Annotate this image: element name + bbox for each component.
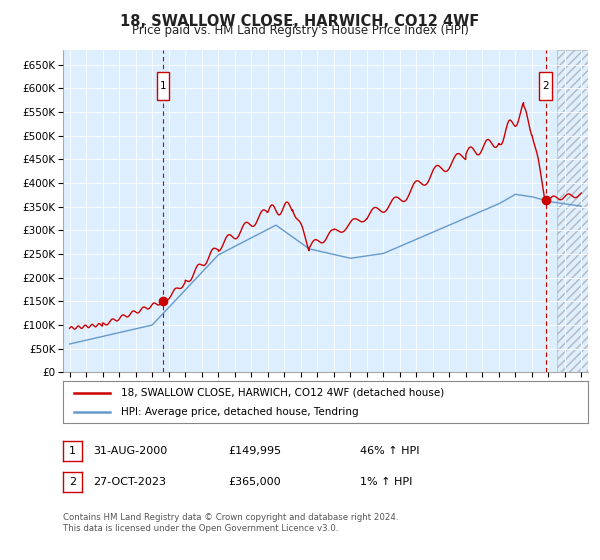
Text: HPI: Average price, detached house, Tendring: HPI: Average price, detached house, Tend… <box>121 407 358 417</box>
Text: £149,995: £149,995 <box>228 446 281 456</box>
Text: 1% ↑ HPI: 1% ↑ HPI <box>360 477 412 487</box>
Text: Contains HM Land Registry data © Crown copyright and database right 2024.: Contains HM Land Registry data © Crown c… <box>63 513 398 522</box>
Text: 27-OCT-2023: 27-OCT-2023 <box>93 477 166 487</box>
Text: 18, SWALLOW CLOSE, HARWICH, CO12 4WF: 18, SWALLOW CLOSE, HARWICH, CO12 4WF <box>121 14 479 29</box>
Text: This data is licensed under the Open Government Licence v3.0.: This data is licensed under the Open Gov… <box>63 524 338 533</box>
Bar <box>157 72 169 100</box>
Text: 1: 1 <box>160 81 166 91</box>
Text: 2: 2 <box>69 477 76 487</box>
Text: Price paid vs. HM Land Registry's House Price Index (HPI): Price paid vs. HM Land Registry's House … <box>131 24 469 37</box>
Text: 1: 1 <box>69 446 76 456</box>
Text: 31-AUG-2000: 31-AUG-2000 <box>93 446 167 456</box>
Text: 2: 2 <box>542 81 549 91</box>
Text: 46% ↑ HPI: 46% ↑ HPI <box>360 446 419 456</box>
Text: 18, SWALLOW CLOSE, HARWICH, CO12 4WF (detached house): 18, SWALLOW CLOSE, HARWICH, CO12 4WF (de… <box>121 388 444 398</box>
Text: £365,000: £365,000 <box>228 477 281 487</box>
Bar <box>539 72 552 100</box>
